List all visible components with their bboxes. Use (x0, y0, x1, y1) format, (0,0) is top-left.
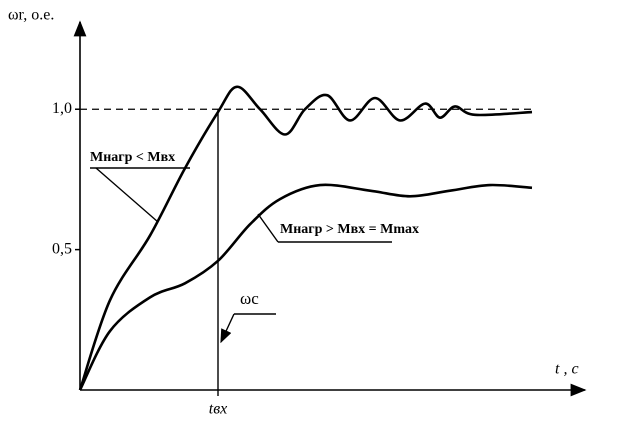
x-tick-label: tвх (209, 401, 228, 418)
y-axis-label: ωr, o.e. (8, 7, 54, 24)
y-tick-label: 0,5 (52, 240, 72, 257)
x-axis-label: t , c (555, 361, 579, 378)
curve (78, 85, 533, 391)
leader-line (220, 313, 235, 344)
curve (78, 183, 533, 391)
y-tick-label: 1,0 (52, 100, 72, 117)
leader-line (257, 213, 279, 243)
series-label: Mнагр < Mвх (90, 150, 175, 165)
leader-line (95, 167, 159, 223)
annotation: ωc (240, 289, 259, 308)
series-label: Mнагр > Mвх = Mmax (280, 222, 419, 237)
